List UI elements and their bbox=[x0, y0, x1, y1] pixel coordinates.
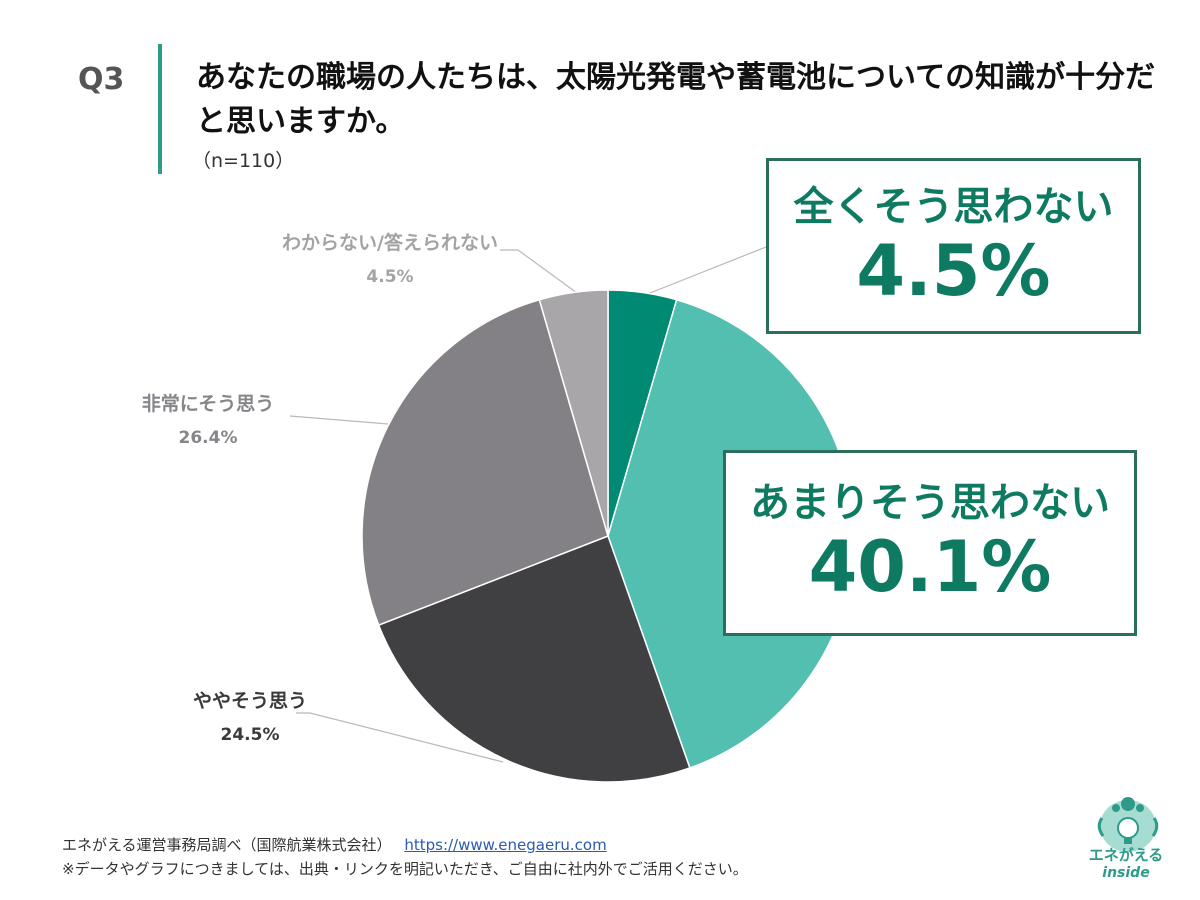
label-somewhat-value: 24.5% bbox=[220, 725, 280, 745]
enegaeru-logo-icon bbox=[1097, 797, 1159, 852]
leader-line-very bbox=[289, 415, 389, 425]
leader-lines bbox=[289, 246, 767, 763]
leader-line-not-at-all bbox=[639, 246, 767, 298]
title-accent-bar bbox=[158, 44, 162, 174]
logo-text: エネがえる inside bbox=[1064, 846, 1188, 882]
label-unknown-value: 4.5% bbox=[366, 267, 414, 287]
callout-not-much: あまりそう思わない 40.1% bbox=[723, 450, 1137, 636]
label-very-value: 26.4% bbox=[178, 428, 238, 448]
question-number: Q3 bbox=[78, 62, 125, 97]
slice-somewhat bbox=[377, 535, 691, 783]
leader-line-unknown bbox=[500, 249, 578, 294]
source-link[interactable]: https://www.enegaeru.com bbox=[404, 836, 607, 854]
callout-not-much-value: 40.1% bbox=[808, 526, 1052, 608]
callout-not-at-all: 全くそう思わない 4.5% bbox=[766, 158, 1141, 334]
label-very-name: 非常にそう思う bbox=[141, 393, 275, 415]
slice-unknown bbox=[538, 289, 609, 537]
callout-not-much-name: あまりそう思わない bbox=[750, 480, 1110, 526]
leader-line-somewhat bbox=[296, 712, 504, 763]
label-somewhat: ややそう思う 24.5% bbox=[160, 686, 340, 745]
label-very: 非常にそう思う 26.4% bbox=[118, 389, 298, 448]
sample-size: （n=110） bbox=[192, 150, 295, 172]
callout-not-at-all-name: 全くそう思わない bbox=[793, 184, 1114, 230]
slice-very bbox=[361, 298, 609, 627]
footer-note: ※データやグラフにつきましては、出典・リンクを明記いただき、ご自由に社内外でご活… bbox=[62, 860, 748, 878]
footer-source: エネがえる運営事務局調べ（国際航業株式会社） https://www.enega… bbox=[62, 834, 607, 855]
logo-name: エネがえる bbox=[1088, 846, 1164, 864]
logo-sub: inside bbox=[1102, 865, 1150, 881]
question-title: あなたの職場の人たちは、太陽光発電や蓄電池についての知識が十分だと思いますか。 bbox=[196, 60, 1156, 139]
label-unknown-name: わからない/答えられない bbox=[282, 232, 498, 254]
source-text: エネがえる運営事務局調べ（国際航業株式会社） bbox=[62, 836, 392, 854]
label-unknown: わからない/答えられない 4.5% bbox=[252, 228, 528, 287]
label-somewhat-name: ややそう思う bbox=[192, 690, 307, 712]
callout-not-at-all-value: 4.5% bbox=[856, 230, 1051, 312]
